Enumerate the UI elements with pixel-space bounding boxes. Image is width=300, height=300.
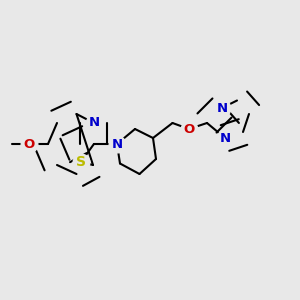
Text: N: N [111, 137, 123, 151]
Text: S: S [76, 155, 86, 169]
Text: N: N [216, 101, 228, 115]
Text: N: N [88, 116, 100, 130]
Text: O: O [23, 137, 34, 151]
Text: N: N [219, 131, 231, 145]
Text: O: O [183, 122, 195, 136]
